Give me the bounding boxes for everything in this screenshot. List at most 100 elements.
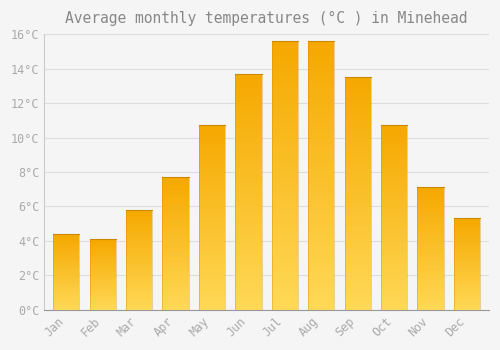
Bar: [308, 229, 334, 234]
Bar: [199, 144, 225, 148]
Bar: [344, 180, 371, 184]
Bar: [454, 302, 480, 304]
Bar: [90, 264, 116, 266]
Bar: [381, 258, 407, 262]
Bar: [418, 190, 444, 193]
Bar: [53, 258, 80, 260]
Bar: [454, 289, 480, 292]
Bar: [272, 170, 298, 175]
Bar: [344, 221, 371, 226]
Bar: [344, 100, 371, 105]
Bar: [162, 219, 188, 222]
Bar: [199, 133, 225, 136]
Bar: [236, 196, 262, 201]
Bar: [344, 226, 371, 231]
Bar: [236, 78, 262, 83]
Bar: [126, 258, 152, 260]
Bar: [418, 229, 444, 231]
Bar: [381, 302, 407, 306]
Bar: [418, 293, 444, 295]
Bar: [53, 290, 80, 292]
Bar: [126, 295, 152, 298]
Bar: [199, 243, 225, 247]
Bar: [126, 266, 152, 268]
Bar: [199, 280, 225, 284]
Bar: [162, 201, 188, 204]
Bar: [236, 140, 262, 145]
Bar: [236, 154, 262, 159]
Bar: [418, 244, 444, 246]
Bar: [236, 130, 262, 135]
Bar: [236, 276, 262, 281]
Bar: [418, 222, 444, 224]
Bar: [236, 191, 262, 196]
Bar: [199, 273, 225, 277]
Bar: [272, 218, 298, 224]
Bar: [53, 279, 80, 281]
Bar: [381, 291, 407, 295]
Bar: [236, 135, 262, 140]
Bar: [236, 215, 262, 220]
Bar: [162, 233, 188, 236]
Bar: [236, 239, 262, 244]
Bar: [272, 62, 298, 68]
Bar: [418, 204, 444, 207]
Bar: [53, 266, 80, 267]
Bar: [162, 294, 188, 296]
Bar: [199, 129, 225, 133]
Bar: [162, 265, 188, 267]
Bar: [308, 127, 334, 132]
Bar: [381, 254, 407, 258]
Bar: [454, 244, 480, 246]
Bar: [199, 188, 225, 192]
Bar: [344, 138, 371, 142]
Bar: [381, 181, 407, 184]
Bar: [90, 253, 116, 255]
Bar: [381, 214, 407, 218]
Bar: [381, 299, 407, 302]
Bar: [53, 273, 80, 275]
Bar: [272, 245, 298, 251]
Bar: [53, 270, 80, 272]
Bar: [199, 199, 225, 203]
Bar: [272, 57, 298, 63]
Bar: [344, 305, 371, 310]
Bar: [90, 293, 116, 294]
Bar: [344, 258, 371, 263]
Bar: [272, 191, 298, 197]
Bar: [162, 248, 188, 251]
Bar: [381, 236, 407, 240]
Bar: [199, 140, 225, 144]
Bar: [381, 151, 407, 155]
Bar: [454, 247, 480, 250]
Bar: [418, 261, 444, 263]
Bar: [126, 246, 152, 248]
Bar: [90, 276, 116, 277]
Bar: [344, 249, 371, 254]
Bar: [418, 212, 444, 214]
Bar: [90, 297, 116, 299]
Bar: [90, 270, 116, 272]
Bar: [53, 293, 80, 295]
Bar: [236, 168, 262, 173]
Bar: [418, 253, 444, 256]
Bar: [344, 272, 371, 277]
Bar: [272, 181, 298, 186]
Bar: [418, 271, 444, 273]
Bar: [162, 307, 188, 310]
Bar: [454, 237, 480, 239]
Bar: [90, 279, 116, 280]
Bar: [126, 232, 152, 234]
Bar: [199, 210, 225, 214]
Bar: [53, 247, 80, 249]
Bar: [90, 305, 116, 307]
Bar: [236, 305, 262, 310]
Bar: [272, 78, 298, 84]
Bar: [344, 207, 371, 212]
Bar: [454, 306, 480, 308]
Bar: [454, 266, 480, 268]
Bar: [236, 262, 262, 267]
Bar: [418, 224, 444, 226]
Bar: [199, 162, 225, 166]
Bar: [344, 217, 371, 222]
